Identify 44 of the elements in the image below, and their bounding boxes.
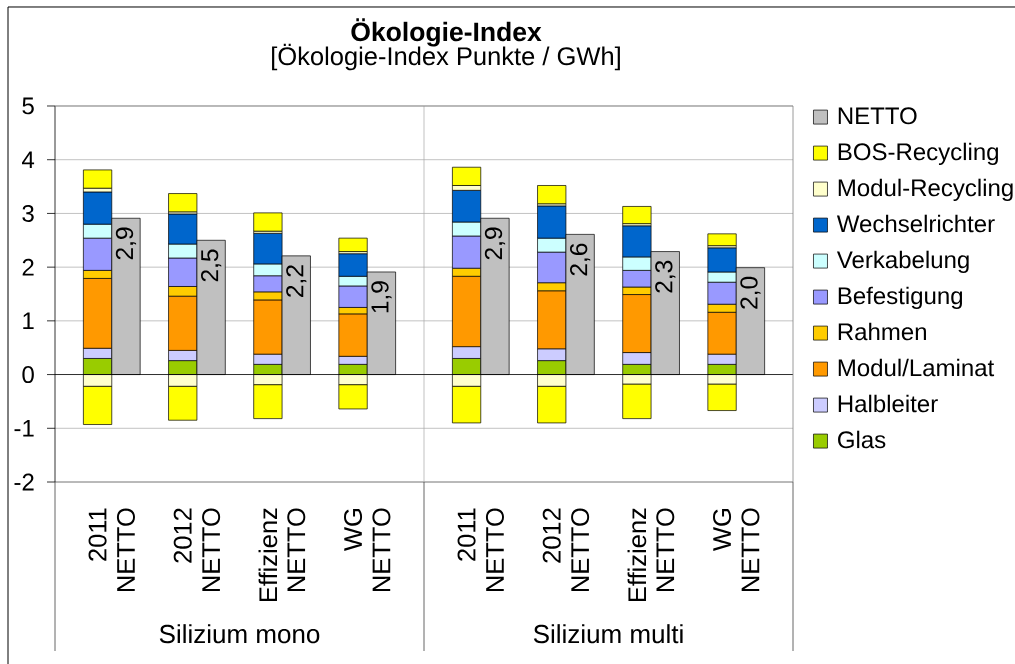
legend-label: Rahmen — [838, 322, 926, 341]
data-label: 1,9 — [371, 281, 392, 313]
legend-label: Halbleiter — [838, 394, 938, 413]
x-tick-label: WG — [344, 509, 363, 551]
y-tick-label: 3 — [22, 204, 34, 222]
legend-label: Modul/Laminat — [838, 358, 995, 377]
x-tick-label: NETTO — [116, 508, 135, 592]
data-label: 2,2 — [286, 265, 307, 297]
legend-label: BOS-Recycling — [838, 142, 998, 166]
legend-label: Befestigung — [838, 286, 963, 310]
y-tick-label: 2 — [22, 258, 34, 276]
y-tick-label: 1 — [23, 312, 34, 330]
data-label: 2,5 — [200, 249, 222, 282]
y-tick-label: -2 — [14, 473, 34, 491]
x-tick-label: NETTO — [287, 508, 306, 592]
x-tick-label: NETTO — [571, 508, 590, 592]
text: Silizium multi — [533, 624, 683, 644]
data-label: 2,3 — [655, 260, 676, 293]
x-tick-label: NETTO — [202, 508, 221, 592]
y-tick-label: 0 — [22, 366, 34, 384]
y-tick-label: 5 — [22, 97, 34, 115]
x-tick-label: NETTO — [656, 508, 675, 592]
data-label: 2,9 — [484, 227, 506, 260]
x-tick-label: 2011 — [457, 508, 476, 561]
y-tick-label: -1 — [14, 420, 34, 437]
y-tick-label: 4 — [22, 151, 35, 168]
legend-label: Modul-Recycling — [838, 178, 1013, 202]
x-tick-label: 2011 — [88, 508, 107, 561]
x-tick-label: NETTO — [485, 508, 504, 592]
x-tick-label: 2012 — [542, 508, 561, 563]
legend-label: Wechselrichter — [836, 214, 995, 233]
data-label: 2,0 — [740, 276, 761, 309]
x-tick-label: Effizienz — [627, 508, 647, 602]
text: Silizium mono — [159, 624, 320, 644]
x-tick-label: WG — [713, 509, 732, 551]
legend-label: Glas — [838, 430, 886, 449]
legend-label: NETTO — [838, 107, 917, 125]
data-label: 2,9 — [115, 227, 137, 260]
legend-label: Verkabelung — [836, 250, 969, 274]
x-tick-label: NETTO — [372, 508, 391, 592]
data-label: 2,6 — [570, 243, 591, 276]
x-tick-label: NETTO — [741, 508, 760, 592]
x-tick-label: Effizienz — [258, 508, 278, 602]
x-tick-label: 2012 — [173, 508, 192, 563]
